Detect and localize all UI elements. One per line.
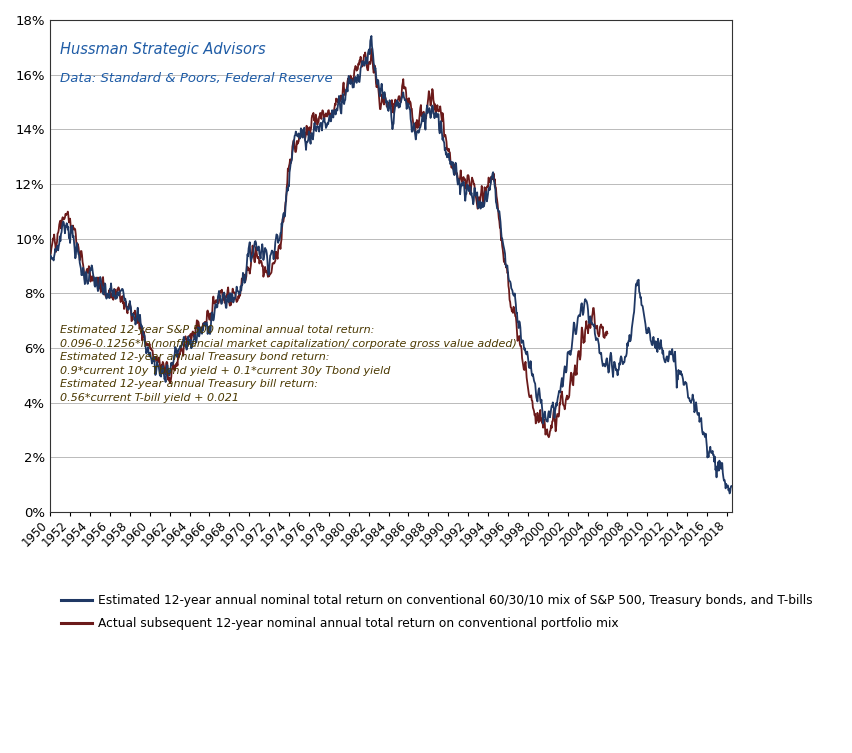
- Text: Estimated 12-year S&P 500 nominal annual total return:
0.096-0.1256*ln(nonfinanc: Estimated 12-year S&P 500 nominal annual…: [60, 325, 516, 403]
- Legend: Estimated 12-year annual nominal total return on conventional 60/30/10 mix of S&: Estimated 12-year annual nominal total r…: [56, 590, 816, 635]
- Text: Hussman Strategic Advisors: Hussman Strategic Advisors: [60, 42, 266, 57]
- Text: Data: Standard & Poors, Federal Reserve: Data: Standard & Poors, Federal Reserve: [60, 72, 332, 84]
